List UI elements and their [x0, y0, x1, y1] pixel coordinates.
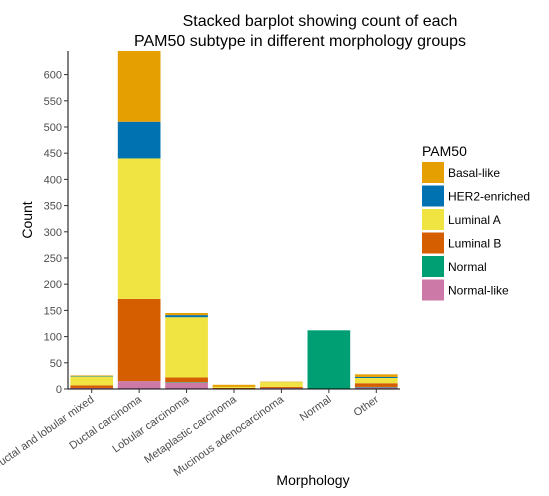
y-tick-label: 400 [44, 174, 62, 186]
legend: PAM50 Basal-like HER2-enriched Luminal A Lu… [422, 143, 530, 301]
bar-metaplastic-carcinoma-luminal-a [212, 386, 256, 388]
bar-ductal-and-lobular-mixed-luminal-b [70, 385, 114, 388]
bar-lobular-carcinoma-luminal-b [165, 377, 208, 383]
legend-key-basal-like [422, 162, 444, 183]
bar-other-basal-like [354, 374, 398, 377]
y-tick-label: 500 [44, 122, 62, 134]
bar-other-her2-enriched [354, 376, 398, 378]
bar-ductal-and-lobular-mixed-luminal-a [70, 376, 114, 386]
y-tick-label: 200 [44, 279, 62, 291]
legend-label-basal-like: Basal-like [448, 166, 500, 180]
bar-other-luminal-a [354, 377, 398, 384]
bar-other-normal-like [354, 387, 398, 389]
bar-mucinous-adenocarcinoma-luminal-b [260, 386, 303, 388]
x-tick-label-other: Other [352, 393, 382, 419]
bar-mucinous-adenocarcinoma-basal-like [260, 381, 303, 383]
bar-normal-normal [307, 330, 351, 389]
bar-ductal-carcinoma-luminal-a [117, 158, 161, 299]
legend-key-luminal-b [422, 232, 444, 254]
y-tick-label: 50 [50, 358, 62, 370]
bar-ductal-and-lobular-mixed-basal-like [70, 375, 114, 376]
legend-label-her2-enriched: HER2-enriched [448, 190, 530, 204]
y-tick-label: 350 [44, 201, 62, 213]
legend-key-normal-like [422, 279, 444, 301]
bar-mucinous-adenocarcinoma-luminal-a [260, 382, 303, 387]
bar-lobular-carcinoma-normal-like [165, 382, 208, 389]
y-tick-label: 450 [44, 148, 62, 160]
x-tick-label-lobular-carcinoma: Lobular carcinoma [110, 393, 192, 455]
y-tick-label: 250 [44, 253, 62, 265]
legend-label-normal-like: Normal-like [448, 284, 509, 298]
bar-ductal-and-lobular-mixed-normal-like [70, 387, 114, 389]
y-tick-label: 550 [44, 96, 62, 108]
bar-ductal-carcinoma-luminal-b [117, 298, 161, 382]
bar-lobular-carcinoma-her2-enriched [165, 315, 208, 318]
legend-label-luminal-a: Luminal A [448, 213, 501, 227]
legend-key-her2-enriched [422, 185, 444, 207]
y-tick-label: 100 [44, 332, 62, 344]
bar-ductal-and-lobular-mixed-her2-enriched [70, 375, 114, 377]
bars-group [70, 51, 398, 389]
legend-title: PAM50 [422, 143, 467, 159]
x-tick-label-normal: Normal [298, 394, 334, 424]
chart-title-line-1: Stacked barplot showing count of each [183, 13, 458, 30]
bar-lobular-carcinoma-normal [165, 382, 208, 383]
x-axis-title: Morphology [276, 472, 349, 488]
legend-label-luminal-b: Luminal B [448, 237, 501, 251]
bar-other-normal [354, 386, 398, 388]
bar-ductal-carcinoma-basal-like [117, 51, 161, 122]
bar-metaplastic-carcinoma-basal-like [212, 384, 256, 387]
bar-lobular-carcinoma-basal-like [165, 313, 208, 316]
chart-title-line-2: PAM50 subtype in different morphology gr… [134, 33, 466, 50]
y-axis: 0 50 100 150 200 250 300 350 400 450 500 550 600 [44, 51, 69, 396]
y-tick-label: 300 [44, 227, 62, 239]
bar-other-luminal-b [354, 383, 398, 387]
bar-ductal-carcinoma-normal-like [117, 381, 161, 389]
legend-key-normal [422, 256, 444, 277]
y-tick-label: 0 [56, 384, 62, 396]
y-tick-label: 600 [44, 70, 62, 82]
bar-lobular-carcinoma-luminal-a [165, 317, 208, 378]
bar-metaplastic-carcinoma-luminal-b [212, 387, 256, 389]
legend-key-luminal-a [422, 209, 444, 230]
y-tick-label: 150 [44, 305, 62, 317]
bar-mucinous-adenocarcinoma-normal-like [260, 387, 303, 389]
y-axis-title: Count [19, 201, 35, 238]
legend-label-normal: Normal [448, 260, 487, 274]
bar-ductal-carcinoma-her2-enriched [117, 121, 161, 159]
